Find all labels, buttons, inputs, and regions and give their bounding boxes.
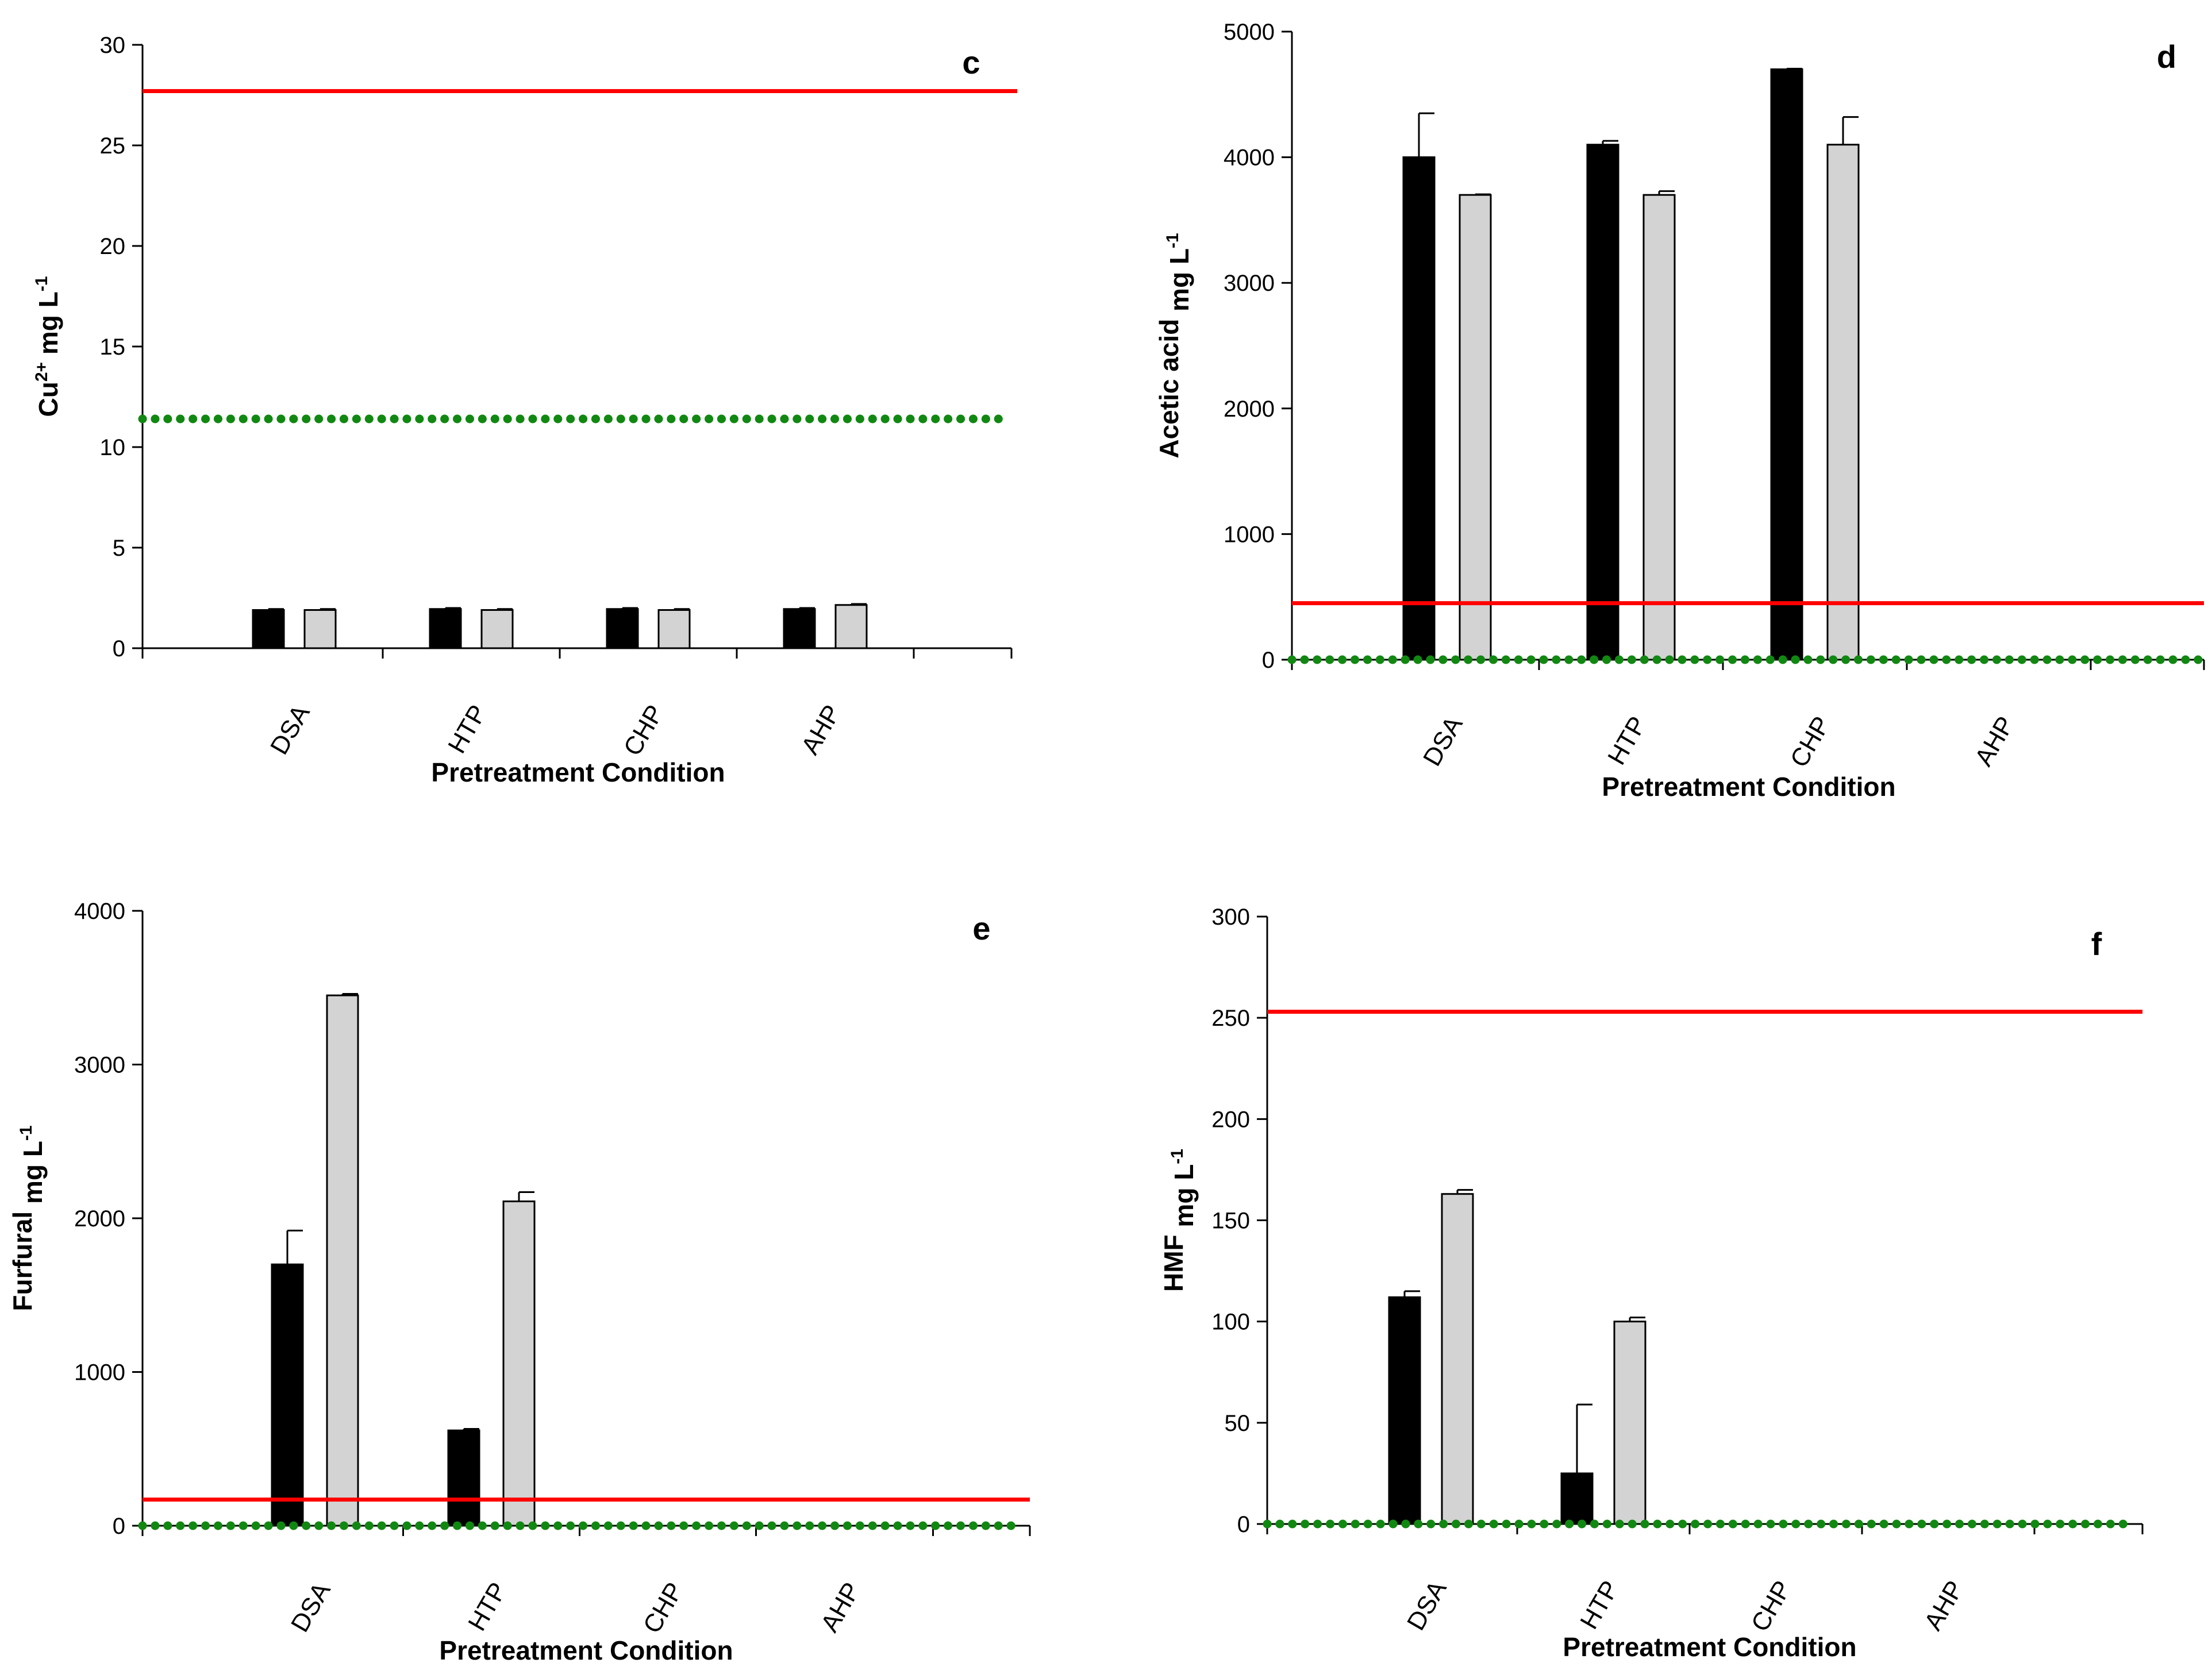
x-category-label: DSA <box>265 700 316 759</box>
y-axis-title-part: -1 <box>17 1125 36 1141</box>
x-category-label: DSA <box>286 1577 336 1637</box>
bar-dark <box>1560 1472 1594 1525</box>
y-axis-title: Cu2+ mg L-1 <box>32 276 63 417</box>
x-category-label: CHP <box>1785 712 1836 772</box>
x-category-label: CHP <box>1746 1576 1797 1637</box>
y-tick-label: 5 <box>113 536 125 561</box>
bar-dark <box>606 608 639 649</box>
bar-dark <box>1388 1296 1421 1525</box>
y-axis-title-part: mg L <box>33 291 63 362</box>
chart-panel-f: 0 50 100 150 200 250 300 DSA HTP CHP AHP Pretreatme… <box>1159 905 2144 1662</box>
bar-dark <box>783 608 816 649</box>
y-tick-label: 300 <box>1211 905 1250 930</box>
y-axis-title-part: Acetic acid <box>1154 319 1184 459</box>
y-tick-label: 4000 <box>1224 145 1275 171</box>
x-category-label: HTP <box>1575 1576 1624 1634</box>
y-tick-label: 3000 <box>74 1053 125 1078</box>
x-category-label: HTP <box>443 701 492 759</box>
y-axis-title-part: mg L <box>1169 1164 1199 1235</box>
bar-dark <box>252 609 285 649</box>
x-axis-title: Pretreatment Condition <box>439 1635 733 1665</box>
y-axis-title-part: 2+ <box>32 362 51 382</box>
y-tick-label: 0 <box>113 636 125 661</box>
y-axis-title-part: -1 <box>1163 233 1182 248</box>
y-axis-title-part: -1 <box>32 276 51 292</box>
y-tick-label: 30 <box>100 33 126 58</box>
y-tick-label: 15 <box>100 334 126 360</box>
y-axis-title-part: mg L <box>18 1141 48 1211</box>
chart-panel-e: 0 1000 2000 3000 4000 DSA HTP CHP AHP Pretreatmen… <box>7 899 1031 1665</box>
y-tick-label: 250 <box>1211 1006 1250 1031</box>
bar-light <box>480 609 514 649</box>
x-category-label: AHP <box>815 1578 866 1637</box>
x-category-label: HTP <box>1602 712 1652 770</box>
x-category-label: DSA <box>1418 711 1468 771</box>
panel-label: f <box>2091 926 2102 962</box>
y-axis-title-part: mg L <box>1164 248 1194 319</box>
y-axis-title: Furfural mg L-1 <box>7 1125 48 1311</box>
panel-label: d <box>2157 39 2176 75</box>
bar-light <box>834 604 868 649</box>
bar-light <box>1642 194 1676 661</box>
y-tick-label: 0 <box>1237 1512 1250 1537</box>
y-tick-label: 50 <box>1225 1411 1251 1436</box>
y-tick-label: 100 <box>1211 1310 1250 1335</box>
x-axis-title: Pretreatment Condition <box>1563 1632 1856 1662</box>
bar-light <box>326 994 359 1527</box>
chart-panel-c: 0 5 10 15 20 25 30 DSA HTP CHP AHP Pretreatment Con… <box>32 33 1017 787</box>
y-tick-label: 200 <box>1211 1107 1250 1132</box>
bar-light <box>1826 144 1860 661</box>
y-tick-label: 0 <box>113 1514 125 1539</box>
y-tick-label: 0 <box>1262 648 1275 673</box>
bar-light <box>303 609 337 649</box>
y-tick-label: 1000 <box>74 1360 125 1385</box>
x-category-label: CHP <box>638 1578 689 1638</box>
x-category-label: CHP <box>618 701 670 761</box>
bar-light <box>1441 1193 1474 1525</box>
bar-dark <box>429 608 462 649</box>
bar-dark <box>1402 156 1436 661</box>
y-tick-label: 25 <box>100 133 126 159</box>
panel-label: c <box>962 44 980 80</box>
chart-panel-d: 0 1000 2000 3000 4000 5000 DSA HTP CHP AHP Pretrea… <box>1154 20 2205 802</box>
y-axis-title-part: Furfural <box>7 1211 37 1311</box>
y-tick-label: 2000 <box>1224 397 1275 422</box>
x-axis-title: Pretreatment Condition <box>431 757 725 787</box>
y-axis-title-part: HMF <box>1159 1234 1188 1292</box>
y-tick-label: 10 <box>100 435 126 460</box>
y-tick-label: 150 <box>1211 1209 1250 1234</box>
y-axis-title-part: -1 <box>1168 1149 1187 1164</box>
y-axis-title: Acetic acid mg L-1 <box>1154 233 1194 458</box>
y-axis-title: HMF mg L-1 <box>1159 1149 1199 1292</box>
x-category-label: AHP <box>1969 712 2020 771</box>
x-category-label: HTP <box>463 1578 512 1636</box>
y-tick-label: 3000 <box>1224 271 1275 296</box>
y-axis-title-part: Cu <box>33 382 63 417</box>
y-tick-label: 4000 <box>74 899 125 924</box>
bar-light <box>657 609 691 649</box>
x-category-label: DSA <box>1402 1576 1452 1635</box>
y-tick-label: 2000 <box>74 1206 125 1231</box>
bar-light <box>1459 194 1492 661</box>
bar-dark <box>271 1263 304 1527</box>
x-axis-title: Pretreatment Condition <box>1602 772 1895 802</box>
bar-dark <box>1770 68 1803 661</box>
x-category-label: AHP <box>796 701 847 760</box>
bar-light <box>502 1200 536 1527</box>
panel-label: e <box>972 910 990 946</box>
y-tick-label: 5000 <box>1224 20 1275 45</box>
x-category-label: AHP <box>1919 1576 1969 1635</box>
bar-dark <box>1586 144 1619 661</box>
y-tick-label: 20 <box>100 234 126 259</box>
y-tick-label: 1000 <box>1224 522 1275 547</box>
bar-light <box>1613 1321 1647 1525</box>
bar-dark <box>447 1429 480 1527</box>
